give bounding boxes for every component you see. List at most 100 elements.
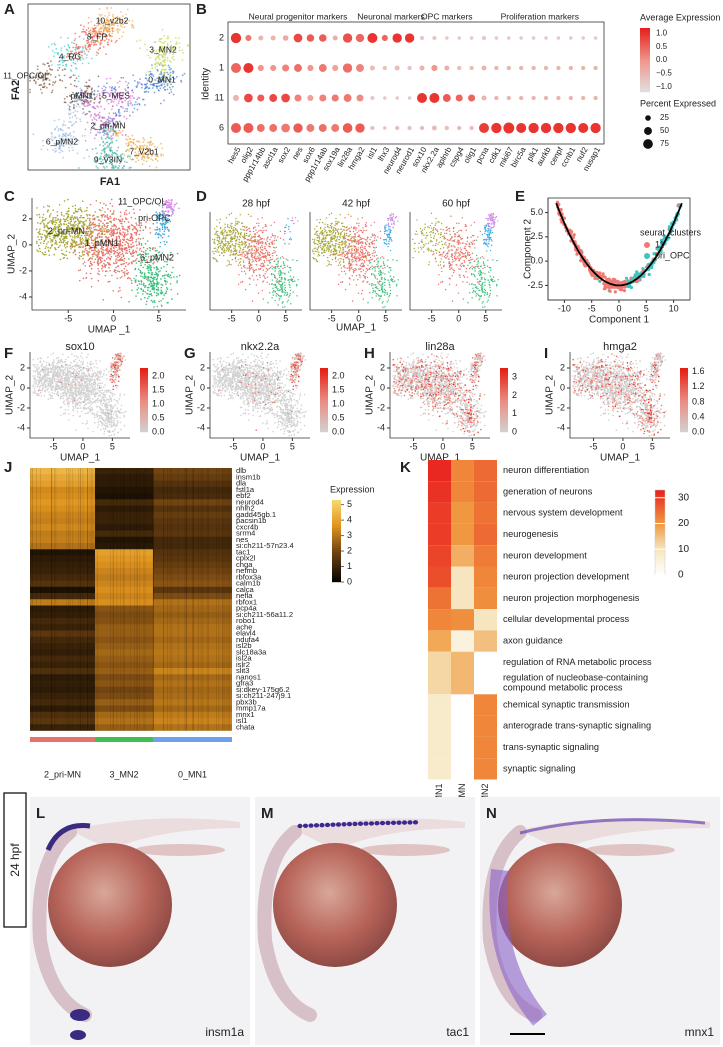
cell-dot xyxy=(50,219,52,222)
cell-dot xyxy=(214,233,216,236)
cell-dot xyxy=(223,234,225,237)
cell-dot xyxy=(56,125,58,128)
cell-dot xyxy=(258,257,260,259)
cell-dot xyxy=(84,113,87,116)
cell-dot xyxy=(97,114,100,116)
cell-dot xyxy=(163,41,165,44)
cell-dot xyxy=(231,227,233,229)
cell-dot xyxy=(81,135,84,137)
cell-dot xyxy=(151,67,154,70)
cell-dot xyxy=(99,228,101,230)
cell-dot xyxy=(137,292,139,294)
cell-dot xyxy=(230,231,233,233)
cell-dot xyxy=(344,242,346,245)
dot xyxy=(306,124,315,132)
cell-dot xyxy=(118,165,121,167)
cell-dot xyxy=(136,40,138,43)
cell-dot xyxy=(235,242,237,245)
cell-dot xyxy=(36,242,38,245)
cell-dot xyxy=(39,242,42,244)
cell-dot xyxy=(118,286,121,289)
cell-dot xyxy=(155,231,158,234)
cell-dot xyxy=(248,227,250,230)
cell-dot xyxy=(97,224,99,227)
cell-dot xyxy=(219,244,222,247)
cell-dot xyxy=(262,256,265,259)
cell-dot xyxy=(257,218,259,220)
cell-dot xyxy=(109,269,111,272)
cell-dot xyxy=(226,248,228,250)
cell-dot xyxy=(94,33,96,35)
cell-dot xyxy=(224,245,227,247)
cell-dot xyxy=(324,226,326,229)
dot xyxy=(293,123,303,133)
cell-dot xyxy=(103,259,106,262)
cell-dot xyxy=(325,237,327,239)
cell-dot xyxy=(315,232,317,234)
cell-dot xyxy=(95,250,97,253)
cell-dot xyxy=(135,233,138,235)
cell-dot xyxy=(160,286,163,289)
cell-dot xyxy=(158,300,160,303)
cell-dot xyxy=(334,257,337,259)
cell-dot xyxy=(362,227,364,229)
cell-dot xyxy=(171,271,173,274)
cell-dot xyxy=(41,216,44,219)
cell-dot xyxy=(172,55,175,58)
cell-dot xyxy=(234,230,236,232)
cell-dot xyxy=(334,249,336,252)
dot xyxy=(445,36,449,40)
cell-dot xyxy=(111,137,114,140)
cell-dot xyxy=(144,227,147,229)
cell-dot xyxy=(312,238,314,241)
cell-dot xyxy=(45,230,47,232)
cell-dot xyxy=(335,253,337,255)
cell-dot xyxy=(325,235,328,237)
axis-label: UMAP _1 xyxy=(88,325,131,336)
cell-dot xyxy=(84,44,87,47)
cell-dot xyxy=(123,267,126,270)
cell-dot xyxy=(364,273,366,275)
cell-dot xyxy=(323,237,325,240)
cell-dot xyxy=(92,116,95,119)
cell-dot xyxy=(344,232,346,234)
cell-dot xyxy=(163,99,165,102)
cell-dot xyxy=(89,131,92,134)
cell-dot xyxy=(342,229,345,231)
cell-dot xyxy=(249,230,252,233)
cell-dot xyxy=(93,98,96,101)
cell-dot xyxy=(137,82,140,85)
cell-dot xyxy=(344,245,346,247)
cell-dot xyxy=(271,279,273,281)
cell-dot xyxy=(274,299,276,302)
dot xyxy=(282,64,290,72)
cell-dot xyxy=(224,240,227,242)
cell-dot xyxy=(63,74,66,77)
cell-dot xyxy=(95,165,98,168)
cell-dot xyxy=(136,157,139,160)
cell-dot xyxy=(218,235,220,237)
cell-dot xyxy=(355,242,358,245)
dot xyxy=(581,65,586,71)
dot xyxy=(319,34,327,42)
cell-dot xyxy=(76,110,79,113)
cell-dot xyxy=(135,262,138,264)
cell-dot xyxy=(235,240,238,242)
cell-dot xyxy=(282,306,284,309)
cell-dot xyxy=(161,147,164,150)
cell-dot xyxy=(96,229,98,232)
cell-dot xyxy=(288,243,290,245)
dot xyxy=(395,125,400,131)
cell-dot xyxy=(334,246,337,248)
cell-dot xyxy=(357,279,359,281)
cell-dot xyxy=(76,218,79,220)
cell-dot xyxy=(166,263,169,266)
cell-dot xyxy=(148,263,150,266)
cell-dot xyxy=(257,225,260,227)
cell-dot xyxy=(268,243,271,245)
cell-dot xyxy=(79,118,81,121)
cell-dot xyxy=(159,234,161,236)
cell-dot xyxy=(149,276,152,279)
cell-dot xyxy=(318,222,321,224)
cell-dot xyxy=(123,236,126,239)
